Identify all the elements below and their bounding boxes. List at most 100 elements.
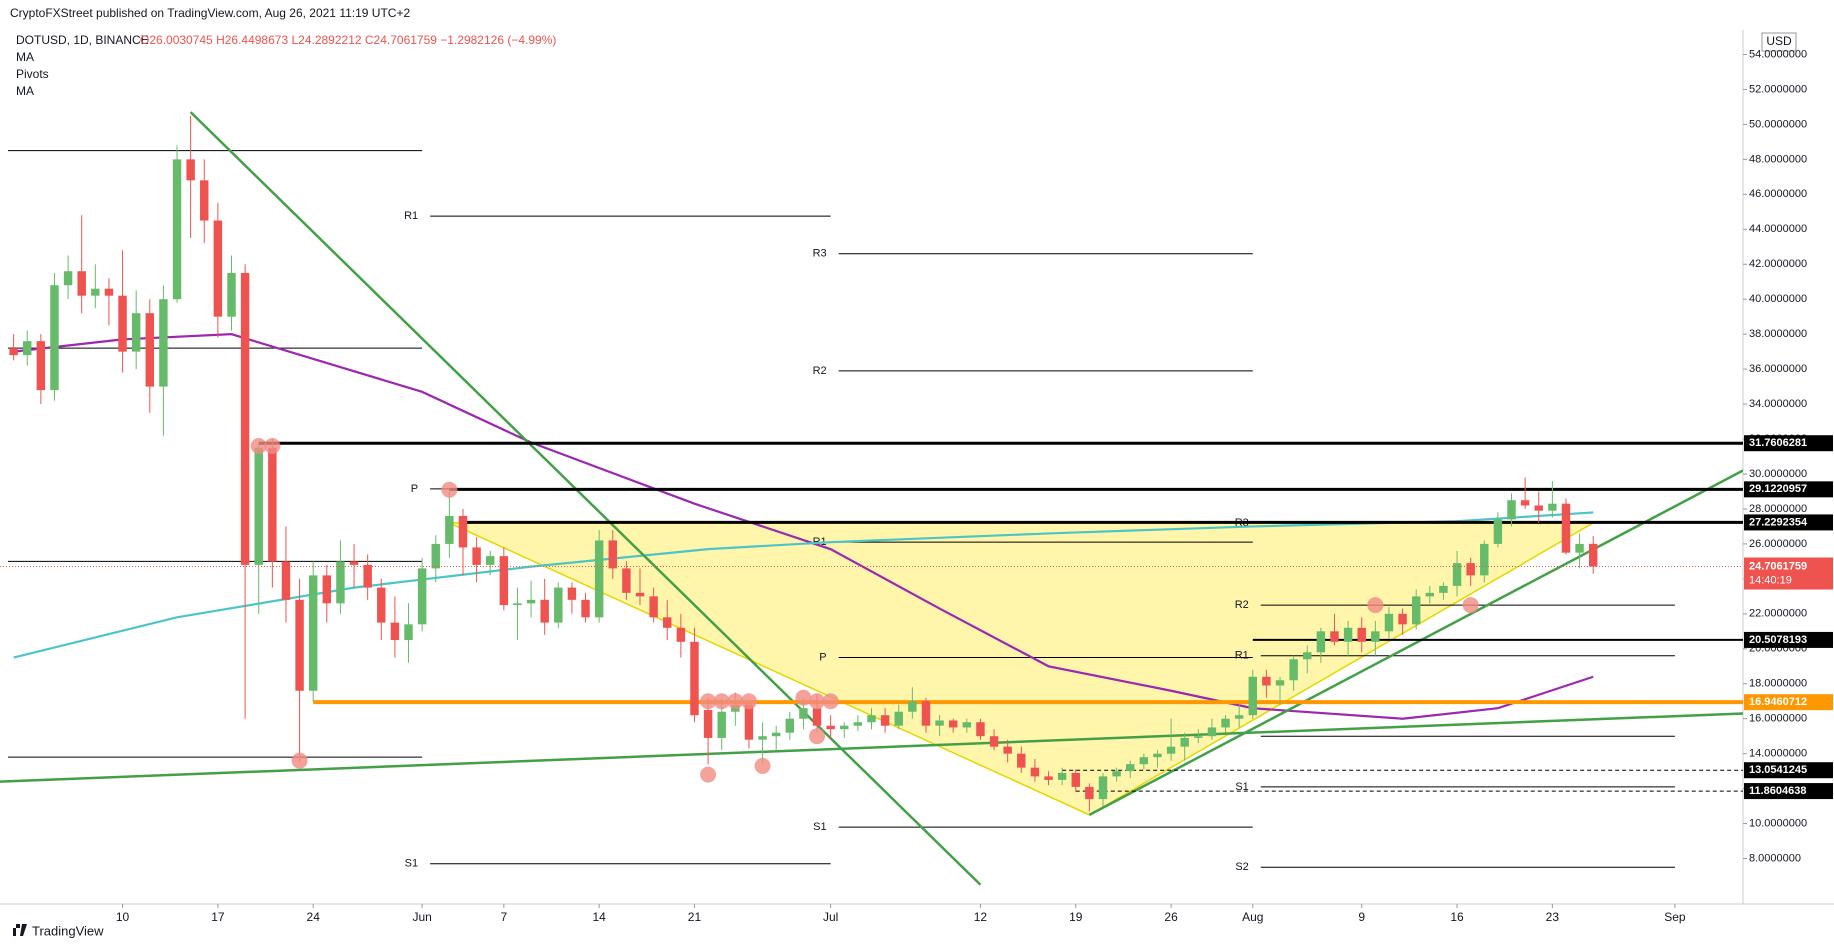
highlight-marker <box>441 481 458 498</box>
candle-body <box>1153 753 1162 758</box>
candle-body <box>799 708 808 719</box>
level-badge <box>1744 631 1833 648</box>
candle-body <box>1561 503 1571 553</box>
candle-body <box>131 313 141 352</box>
candle-body <box>1452 563 1462 586</box>
x-tick-label: 9 <box>1358 910 1365 924</box>
candle-body <box>1425 592 1435 597</box>
candle-body <box>1234 715 1244 719</box>
y-tick-label: 8.0000000 <box>1749 852 1801 864</box>
candle-body <box>172 159 182 300</box>
y-tick-label: 22.0000000 <box>1749 608 1807 620</box>
candle-body <box>826 725 835 730</box>
candle-body <box>1275 680 1285 686</box>
candle-body <box>581 599 590 618</box>
candle-body <box>417 568 427 625</box>
y-tick-label: 38.0000000 <box>1749 328 1807 340</box>
y-tick-label: 36.0000000 <box>1749 363 1807 375</box>
candle-body <box>458 515 468 548</box>
x-tick-label: 21 <box>688 910 702 924</box>
candle-body <box>1493 519 1503 544</box>
candle-body <box>812 708 822 726</box>
candle-body <box>853 722 863 726</box>
candle-body <box>1411 596 1421 625</box>
level-badge <box>1744 481 1833 498</box>
candle-body <box>1030 767 1040 777</box>
x-tick-label: 7 <box>500 910 507 924</box>
highlight-marker <box>822 693 839 710</box>
candle-body <box>840 725 849 730</box>
pivot-label: S1 <box>813 821 826 833</box>
level-label: 11.8604638 <box>1749 785 1807 797</box>
candle-body <box>1221 718 1230 728</box>
y-tick-label: 52.0000000 <box>1749 83 1807 95</box>
level-label: 31.7606281 <box>1749 437 1807 449</box>
currency-box <box>1761 32 1797 52</box>
y-tick-label: 40.0000000 <box>1749 293 1807 305</box>
candle-body <box>431 543 440 569</box>
x-tick-label: 24 <box>307 910 321 924</box>
published-note: CryptoFXStreet published on TradingView.… <box>10 6 410 20</box>
candle-body <box>703 709 713 738</box>
candle-body <box>1207 727 1217 737</box>
pivot-label: R1 <box>1235 650 1249 662</box>
level-badge <box>1744 694 1833 711</box>
candle-body <box>1303 652 1312 660</box>
candle-body <box>104 288 114 296</box>
brand-logo <box>10 924 27 936</box>
candle-body <box>948 720 958 728</box>
candle-body <box>594 540 604 618</box>
highlight-marker <box>700 766 717 783</box>
candle-body <box>976 722 985 737</box>
candle-body <box>690 641 699 716</box>
candle-body <box>1085 786 1094 800</box>
highlight-marker <box>795 689 812 706</box>
candle-body <box>1139 757 1149 765</box>
candle-body <box>513 603 522 606</box>
candle-body <box>227 272 236 317</box>
level-label: 13.0541245 <box>1749 764 1807 776</box>
pivot-label: R3 <box>813 248 827 260</box>
indicator-label: MA <box>16 84 34 98</box>
brand: TradingView <box>32 923 104 938</box>
candle-body <box>377 587 386 623</box>
candle-body <box>540 599 549 623</box>
y-tick-label: 16.0000000 <box>1749 713 1807 725</box>
y-tick-label: 46.0000000 <box>1749 188 1807 200</box>
y-tick-label: 18.0000000 <box>1749 678 1807 690</box>
y-tick-label: 44.0000000 <box>1749 223 1807 235</box>
candle-body <box>336 561 345 604</box>
candle-body <box>1384 613 1394 632</box>
candle-body <box>1439 585 1448 593</box>
candle-body <box>567 587 577 600</box>
pivot-label: S1 <box>1235 781 1248 793</box>
candle-body <box>36 341 46 391</box>
candle-body <box>1575 543 1584 553</box>
candle-body <box>744 704 754 740</box>
candle-body <box>186 159 195 181</box>
candle-body <box>1071 772 1080 787</box>
candle-body <box>1371 631 1380 642</box>
candle-body <box>635 592 645 597</box>
candle-body <box>1330 631 1339 642</box>
candle-body <box>1289 659 1298 681</box>
candle-body <box>1194 736 1203 738</box>
candle-body <box>445 515 454 544</box>
y-tick-label: 10.0000000 <box>1749 817 1807 829</box>
candle-body <box>91 288 100 296</box>
pivot-label: P <box>411 483 418 495</box>
candle-body <box>1343 627 1353 642</box>
candle-body <box>676 627 686 642</box>
y-tick-label: 34.0000000 <box>1749 398 1807 410</box>
countdown: 14:40:19 <box>1749 574 1792 586</box>
candle-body <box>200 180 209 221</box>
pivot-label: S2 <box>1235 861 1248 873</box>
candle-body <box>1180 737 1189 747</box>
candle-body <box>935 720 944 726</box>
candle-body <box>390 622 400 641</box>
trendline <box>0 712 1743 783</box>
candle-body <box>23 341 32 356</box>
symbol: DOTUSD, 1D, BINANCE <box>16 33 149 47</box>
